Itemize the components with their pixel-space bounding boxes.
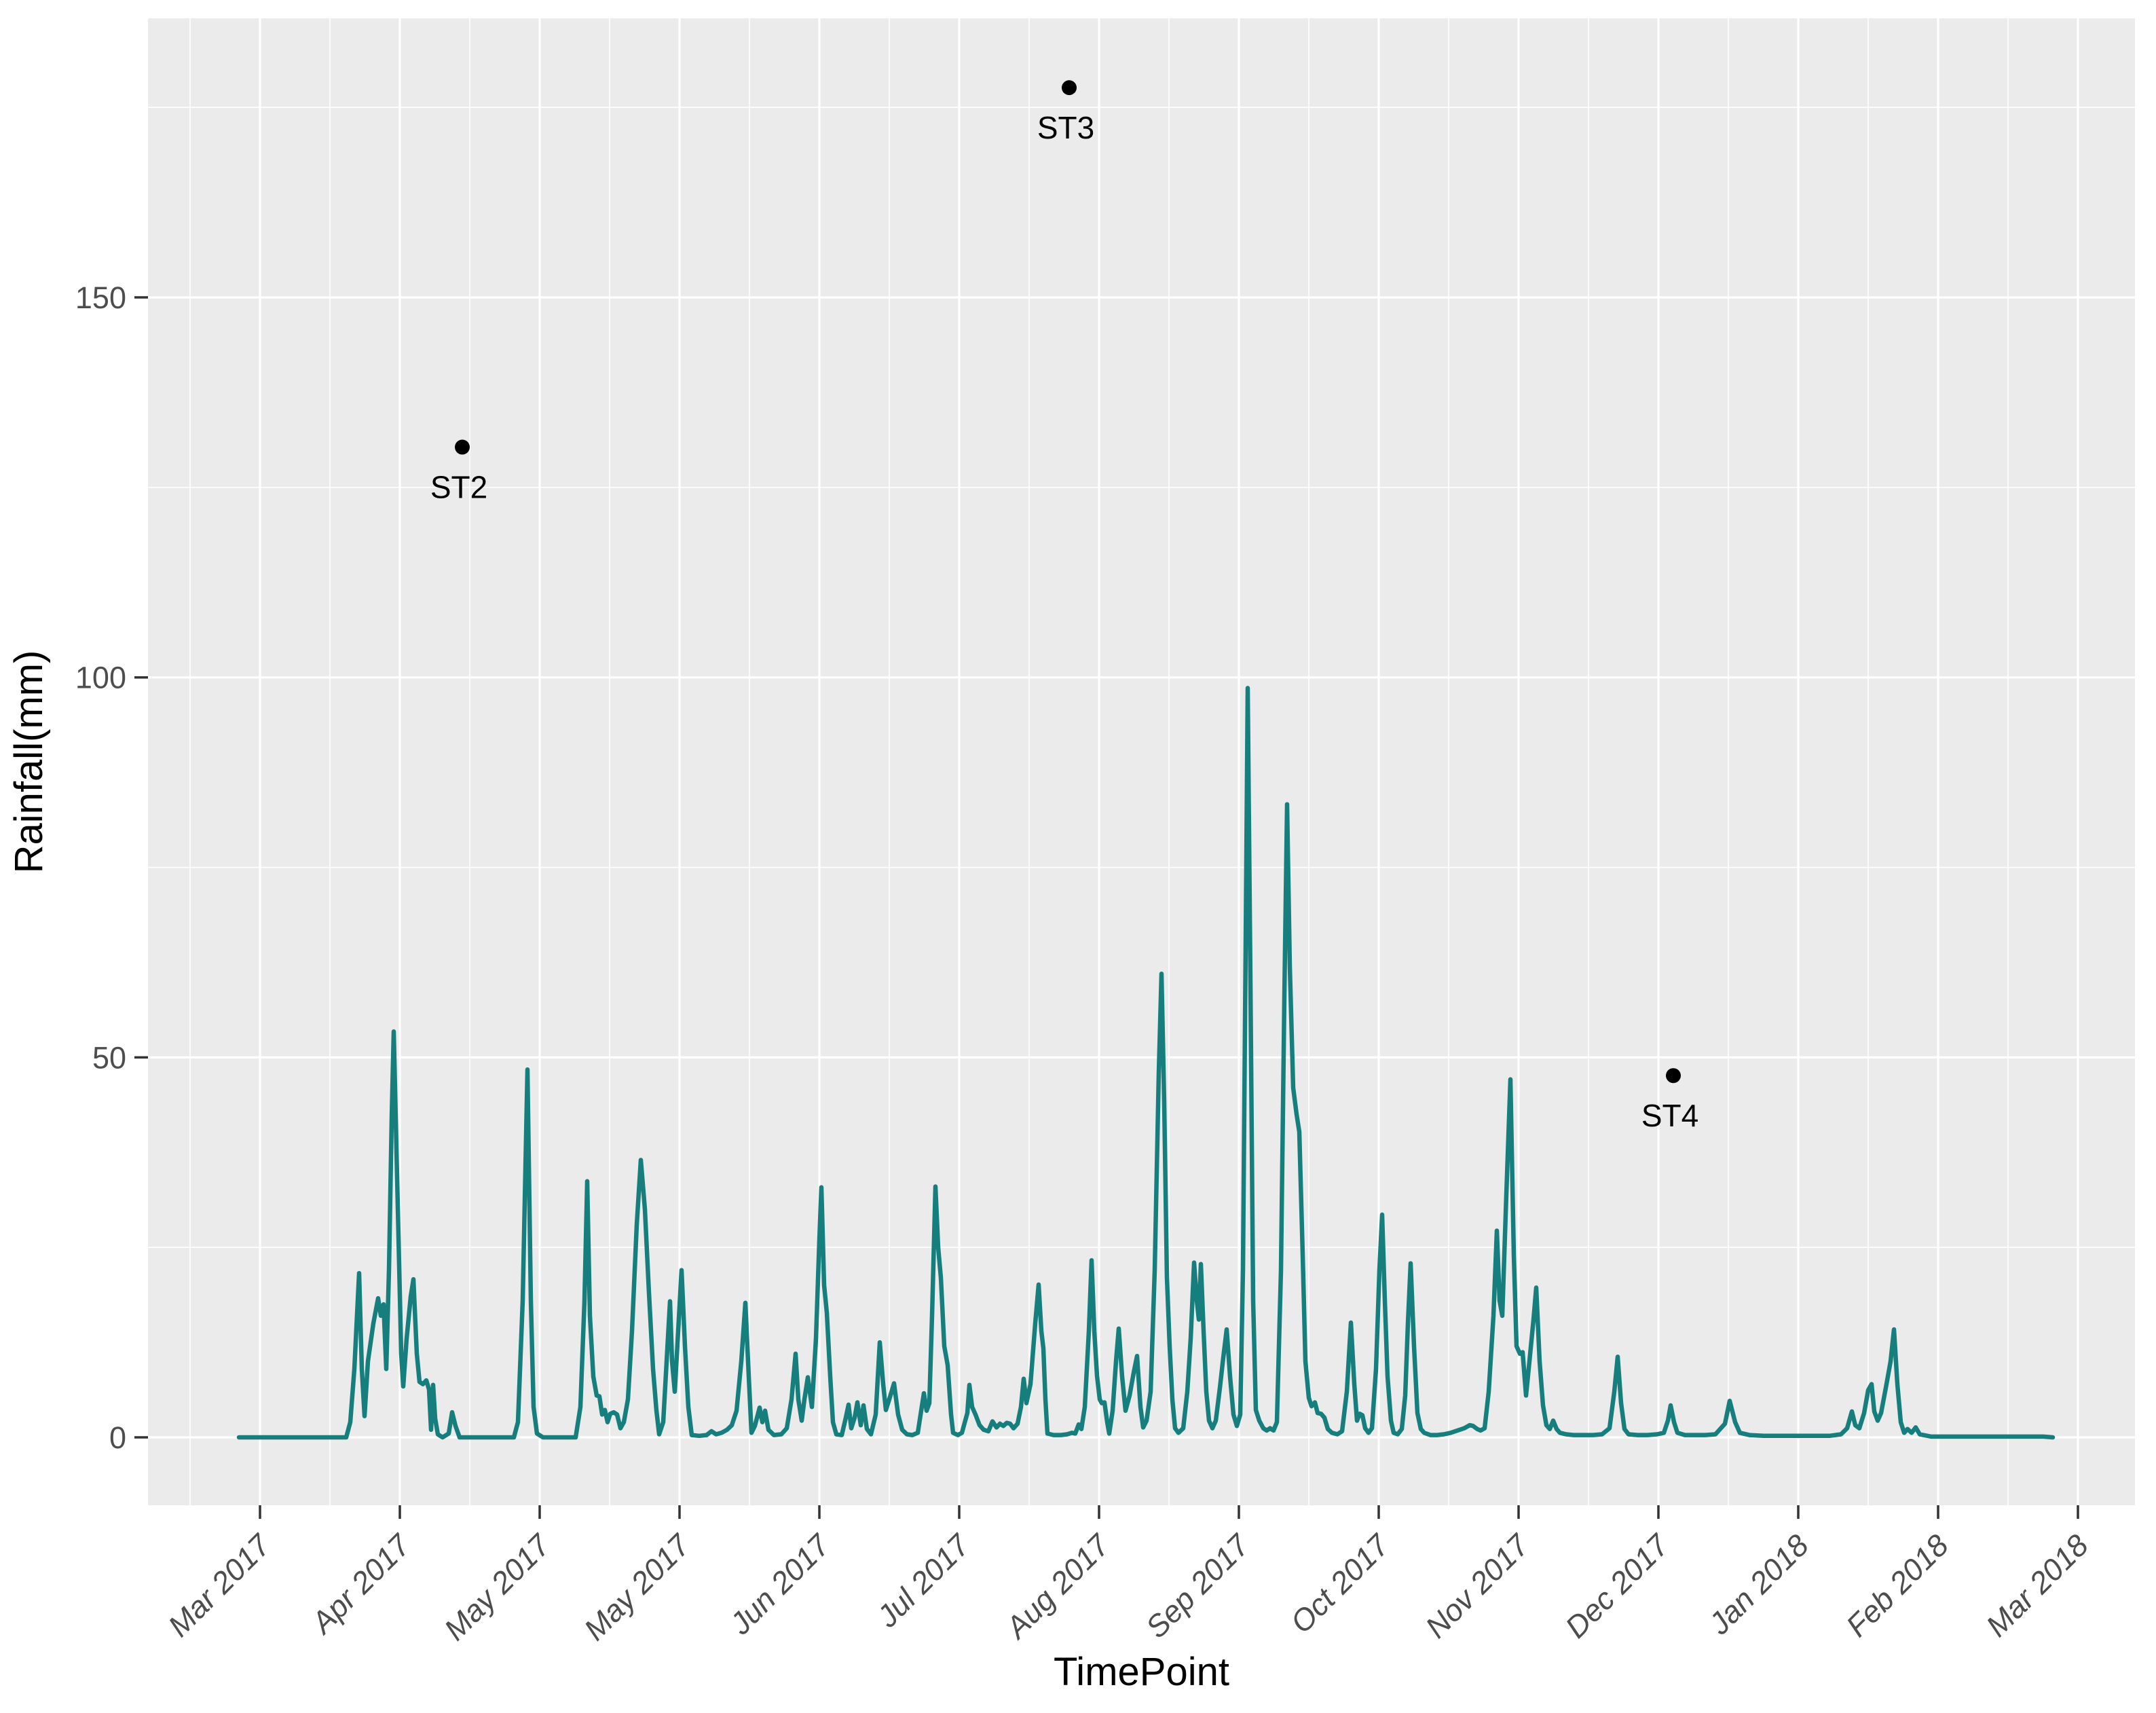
x-tick-label: Jul 2017 — [870, 1527, 977, 1634]
x-tick-label: Nov 2017 — [1419, 1527, 1537, 1645]
x-tick-label: May 2017 — [577, 1527, 697, 1647]
x-tick-label: Oct 2017 — [1284, 1527, 1397, 1640]
x-axis-title: TimePoint — [1054, 1650, 1229, 1694]
x-tick-label: Aug 2017 — [998, 1527, 1117, 1646]
y-tick-label: 100 — [75, 661, 126, 695]
x-tick-label: Sep 2017 — [1139, 1527, 1257, 1645]
x-tick-label: Jan 2018 — [1701, 1528, 1815, 1642]
annotation-label-st4: ST4 — [1641, 1098, 1698, 1133]
annotation-point-st2 — [455, 439, 470, 455]
grid-minor — [148, 18, 2135, 1505]
x-tick-label: Apr 2017 — [303, 1527, 418, 1642]
x-tick-label: Dec 2017 — [1559, 1527, 1677, 1645]
annotation-point-st4 — [1666, 1068, 1681, 1084]
x-tick-label: Mar 2017 — [162, 1527, 278, 1644]
annotation-label-st2: ST2 — [430, 470, 487, 505]
rainfall-line — [236, 686, 2056, 1440]
x-tick-label: Jun 2017 — [722, 1527, 837, 1642]
x-tick-label: Mar 2018 — [1980, 1528, 2095, 1643]
annotation-point-st3 — [1062, 80, 1077, 96]
y-tick-label: 50 — [92, 1040, 126, 1075]
panel-background — [148, 18, 2135, 1505]
axis-ticks — [134, 296, 2079, 1519]
x-tick-label: May 2017 — [437, 1527, 557, 1647]
y-tick-label: 0 — [109, 1420, 126, 1455]
annotation-layer: ST2 ST3 ST4 — [430, 80, 1698, 1133]
y-tick-label: 150 — [75, 280, 126, 315]
y-axis-title: Rainfall(mm) — [7, 650, 51, 874]
x-tick-label: Feb 2018 — [1840, 1528, 1956, 1644]
annotation-label-st3: ST3 — [1037, 110, 1094, 145]
